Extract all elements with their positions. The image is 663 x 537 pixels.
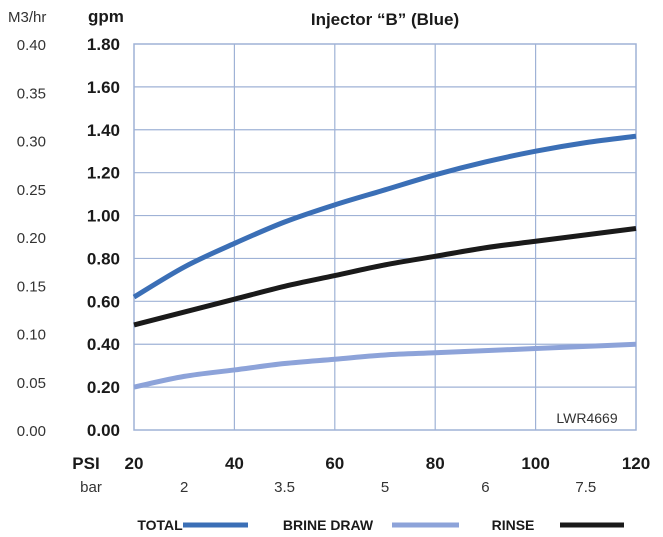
- m3hr-tick-label: 0.05: [17, 375, 46, 392]
- bar-tick-label: 2: [180, 479, 188, 496]
- gpm-tick-label: 1.20: [87, 164, 120, 183]
- psi-tick-label: 40: [225, 454, 244, 473]
- bar-tick-label: 3.5: [274, 479, 295, 496]
- m3hr-unit-label: M3/hr: [8, 9, 46, 26]
- m3hr-tick-label: 0.25: [17, 182, 46, 199]
- gpm-tick-label: 0.20: [87, 378, 120, 397]
- gpm-tick-label: 0.80: [87, 249, 120, 268]
- bar-unit-label: bar: [80, 479, 102, 496]
- bar-tick-label: 5: [381, 479, 389, 496]
- m3hr-tick-label: 0.30: [17, 134, 46, 151]
- series-line-rinse: [133, 225, 637, 328]
- m3hr-tick-label: 0.00: [17, 423, 46, 440]
- gpm-tick-label: 0.40: [87, 335, 120, 354]
- gpm-tick-label: 1.60: [87, 78, 120, 97]
- gpm-tick-label: 1.00: [87, 207, 120, 226]
- gpm-tick-label: 0.60: [87, 292, 120, 311]
- bar-tick-label: 6: [481, 479, 489, 496]
- series-line-total: [132, 133, 637, 300]
- gpm-tick-label: 1.80: [87, 35, 120, 54]
- psi-tick-label: 100: [521, 454, 549, 473]
- series-line-brine-draw: [133, 341, 637, 390]
- legend-label-total: TOTAL: [137, 517, 183, 533]
- m3hr-tick-label: 0.40: [17, 37, 46, 54]
- bar-tick-label: 7.5: [575, 479, 596, 496]
- m3hr-tick-label: 0.10: [17, 327, 46, 344]
- chart-title: Injector “B” (Blue): [311, 10, 459, 29]
- m3hr-tick-label: 0.35: [17, 85, 46, 102]
- watermark-label: LWR4669: [556, 410, 617, 426]
- psi-tick-label: 120: [622, 454, 650, 473]
- gpm-tick-label: 0.00: [87, 421, 120, 440]
- gpm-tick-label: 1.40: [87, 121, 120, 140]
- m3hr-tick-label: 0.20: [17, 230, 46, 247]
- m3hr-tick-label: 0.15: [17, 278, 46, 295]
- psi-tick-label: 80: [426, 454, 445, 473]
- gpm-unit-label: gpm: [88, 7, 124, 26]
- psi-tick-label: 60: [325, 454, 344, 473]
- legend-label-rinse: RINSE: [492, 517, 535, 533]
- psi-unit-label: PSI: [72, 454, 99, 473]
- plot-frame: [133, 43, 637, 431]
- psi-tick-label: 20: [125, 454, 144, 473]
- legend-label-brine-draw: BRINE DRAW: [283, 517, 374, 533]
